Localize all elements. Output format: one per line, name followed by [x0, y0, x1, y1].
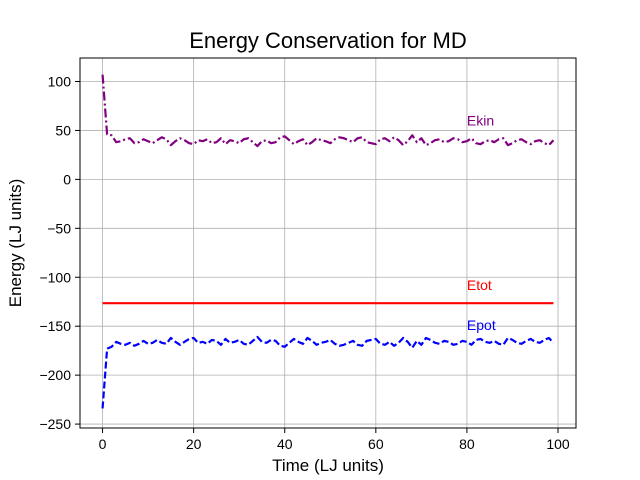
y-tick-label: 50	[55, 122, 71, 138]
x-tick-label: 80	[459, 436, 475, 452]
y-tick-label: 100	[48, 73, 72, 89]
chart-title: Energy Conservation for MD	[189, 28, 467, 53]
series-group	[101, 74, 555, 409]
y-tick-label: −250	[39, 416, 71, 432]
y-tick-label: −50	[47, 220, 71, 236]
grid	[80, 58, 576, 428]
annotation-epot: Epot	[467, 317, 496, 333]
annotations: Ekin Etot Epot	[467, 113, 496, 334]
x-tick-label: 40	[277, 436, 293, 452]
y-tick-label: 0	[63, 171, 71, 187]
series-line-epot	[101, 335, 555, 409]
plot-frame	[79, 57, 577, 429]
x-tick-label: 60	[368, 436, 384, 452]
x-axis: 0 20 40 60 80 100	[99, 428, 570, 452]
y-tick-label: −100	[39, 269, 71, 285]
annotation-etot: Etot	[467, 277, 492, 293]
x-tick-label: 100	[546, 436, 570, 452]
x-tick-label: 0	[99, 436, 107, 452]
y-axis: −250 −200 −150 −100 −50 0 50 100	[39, 73, 80, 432]
x-axis-label: Time (LJ units)	[272, 456, 384, 475]
y-tick-label: −150	[39, 318, 71, 334]
plot-area	[80, 58, 576, 428]
annotation-ekin: Ekin	[467, 113, 494, 129]
y-axis-label: Energy (LJ units)	[6, 179, 25, 308]
y-tick-label: −200	[39, 367, 71, 383]
x-tick-label: 20	[186, 436, 202, 452]
series-line-ekin	[101, 74, 555, 148]
